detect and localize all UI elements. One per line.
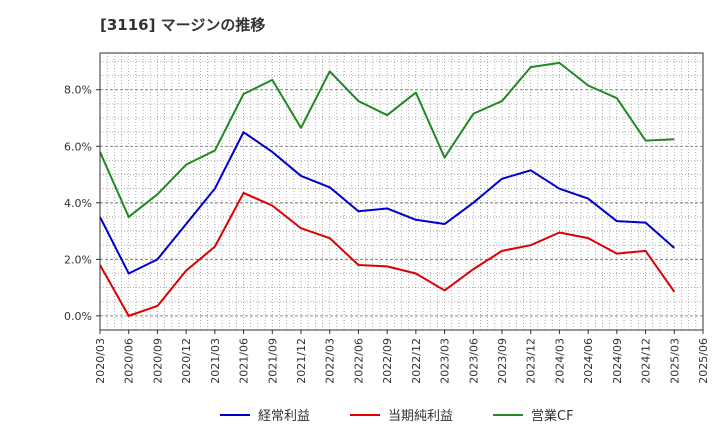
x-tick-label: 2022/03 [324,338,337,384]
y-tick-label: 8.0% [64,84,92,97]
x-tick-label: 2023/12 [525,338,538,384]
series-line-3 [99,61,675,218]
x-tick-label: 2021/06 [238,338,251,384]
x-axis-ticks: 2020/03 2020/06 2020/09 2020/12 2021/03 2021/… [94,330,710,384]
x-tick-label: 2023/06 [467,338,480,384]
x-tick-label: 2024/09 [611,338,624,384]
grid-layer [100,53,703,330]
y-tick-label: 4.0% [64,197,92,210]
x-tick-label: 2021/09 [266,338,279,384]
chart-title: [3116] マージンの推移 [100,16,266,34]
y-axis-ticks: 0.0% 2.0% 4.0% 6.0% 8.0% [64,84,100,323]
x-tick-label: 2024/06 [582,338,595,384]
series-line-1 [99,131,675,275]
series-line-2 [99,191,676,317]
y-tick-label: 6.0% [64,140,92,153]
x-tick-label: 2022/09 [381,338,394,384]
x-tick-label: 2024/03 [553,338,566,384]
legend-label-3: 営業CF [531,408,574,424]
legend-label-2: 当期純利益 [388,409,453,424]
x-tick-label: 2024/12 [640,338,653,384]
series-layer [99,61,676,317]
x-tick-label: 2025/06 [697,338,710,384]
y-tick-label: 2.0% [64,253,92,266]
x-tick-label: 2022/12 [410,338,423,384]
x-tick-label: 2022/06 [352,338,365,384]
x-tick-label: 2021/03 [209,338,222,384]
x-tick-label: 2021/12 [295,338,308,384]
legend: 経常利益 当期純利益 営業CF [220,408,574,424]
legend-label-1: 経常利益 [258,409,310,424]
x-tick-label: 2020/06 [123,338,136,384]
x-tick-label: 2025/03 [668,338,681,384]
x-tick-label: 2020/09 [151,338,164,384]
x-tick-label: 2023/03 [439,338,452,384]
plot-frame [99,52,704,331]
x-tick-label: 2020/03 [94,338,107,384]
y-tick-label: 0.0% [64,310,92,323]
x-tick-label: 2023/09 [496,338,509,384]
x-tick-label: 2020/12 [180,338,193,384]
